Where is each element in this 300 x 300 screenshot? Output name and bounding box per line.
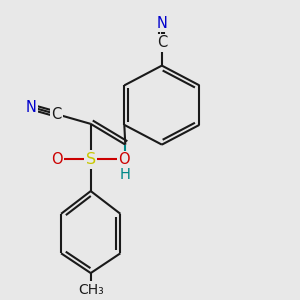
Text: C: C bbox=[51, 106, 61, 122]
Text: CH₃: CH₃ bbox=[78, 283, 104, 297]
Text: H: H bbox=[120, 167, 131, 182]
Text: C: C bbox=[157, 35, 167, 50]
Text: N: N bbox=[26, 100, 37, 115]
Text: N: N bbox=[156, 16, 167, 31]
Text: O: O bbox=[118, 152, 130, 167]
Text: S: S bbox=[86, 152, 96, 167]
Text: O: O bbox=[51, 152, 63, 167]
